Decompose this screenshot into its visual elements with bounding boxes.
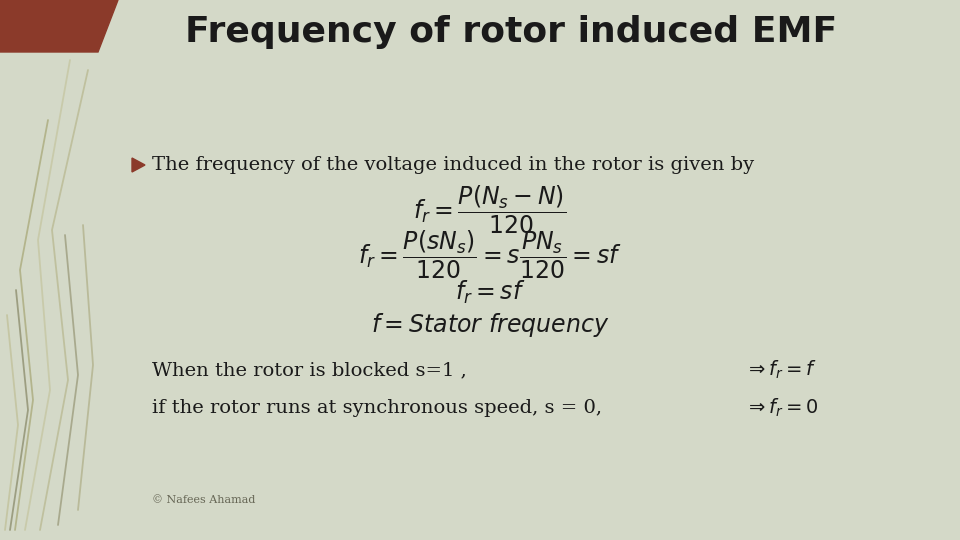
Text: When the rotor is blocked s=1 ,: When the rotor is blocked s=1 , bbox=[152, 361, 467, 379]
Text: Frequency of rotor induced EMF: Frequency of rotor induced EMF bbox=[185, 15, 837, 49]
Text: $f = Stator\ frequency$: $f = Stator\ frequency$ bbox=[371, 311, 610, 339]
Polygon shape bbox=[0, 0, 118, 52]
Text: $f_r = sf$: $f_r = sf$ bbox=[455, 279, 525, 306]
Text: $\Rightarrow f_r= f$: $\Rightarrow f_r= f$ bbox=[745, 359, 817, 381]
Text: $\Rightarrow f_r= 0$: $\Rightarrow f_r= 0$ bbox=[745, 397, 819, 419]
Text: The frequency of the voltage induced in the rotor is given by: The frequency of the voltage induced in … bbox=[152, 156, 755, 174]
Text: © Nafees Ahamad: © Nafees Ahamad bbox=[152, 495, 255, 505]
Polygon shape bbox=[132, 158, 145, 172]
Text: if the rotor runs at synchronous speed, s = 0,: if the rotor runs at synchronous speed, … bbox=[152, 399, 602, 417]
Text: $f_r = \dfrac{P(N_s - N)}{120}$: $f_r = \dfrac{P(N_s - N)}{120}$ bbox=[414, 184, 566, 237]
Text: $f_r = \dfrac{P(sN_s)}{120} = s\dfrac{PN_s}{120} = sf$: $f_r = \dfrac{P(sN_s)}{120} = s\dfrac{PN… bbox=[358, 229, 622, 281]
